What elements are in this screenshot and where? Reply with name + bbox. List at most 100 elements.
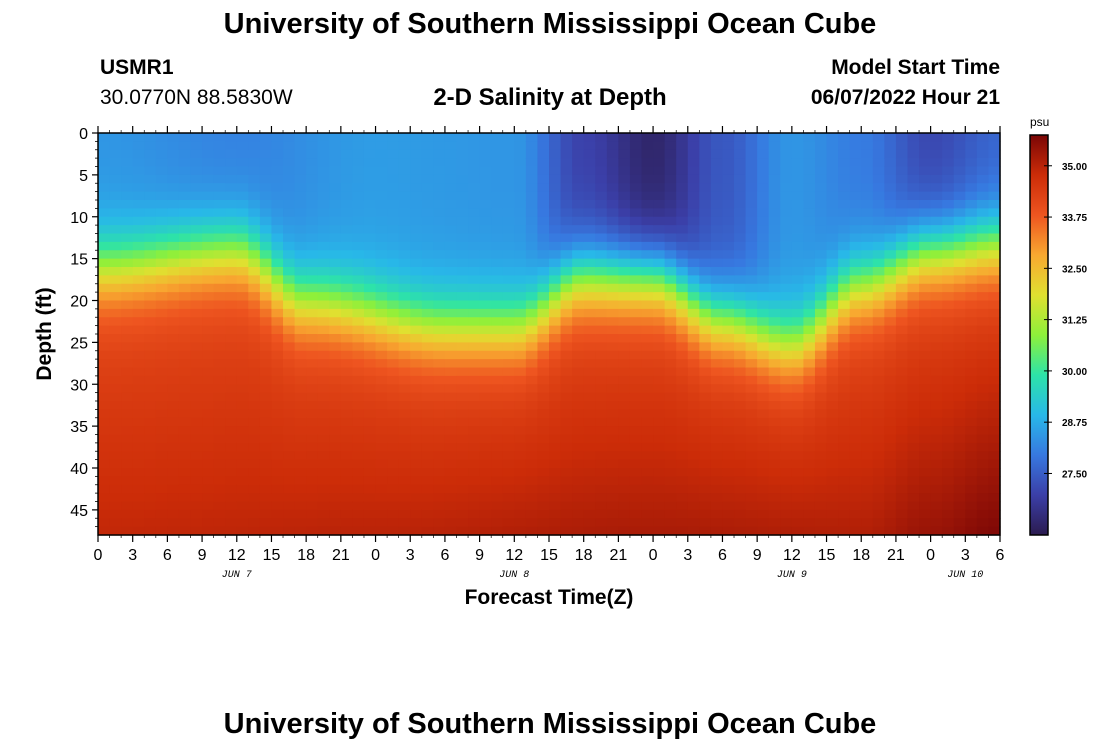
heatmap-cell bbox=[849, 375, 862, 385]
heatmap-cell bbox=[502, 367, 515, 377]
heatmap-cell bbox=[907, 308, 920, 318]
heatmap-cell bbox=[849, 426, 862, 436]
heatmap-cell bbox=[976, 392, 990, 402]
heatmap-cell bbox=[907, 325, 920, 335]
heatmap-cell bbox=[213, 149, 226, 159]
heatmap-cell bbox=[375, 191, 388, 201]
heatmap-cell bbox=[618, 342, 631, 352]
heatmap-cell bbox=[907, 409, 920, 419]
heatmap-cell bbox=[768, 308, 781, 318]
heatmap-cell bbox=[849, 133, 862, 142]
heatmap-cell bbox=[606, 375, 619, 385]
heatmap-cell bbox=[838, 342, 851, 352]
heatmap-cell bbox=[144, 241, 157, 251]
heatmap-cell bbox=[144, 526, 157, 536]
heatmap-cell bbox=[583, 267, 596, 276]
heatmap-cell bbox=[155, 334, 168, 343]
heatmap-cell bbox=[236, 241, 249, 251]
heatmap-cell bbox=[468, 401, 481, 410]
heatmap-cell bbox=[976, 141, 990, 151]
heatmap-cell bbox=[363, 409, 377, 419]
heatmap-cell bbox=[895, 241, 909, 251]
heatmap-cell bbox=[537, 350, 550, 360]
heatmap-cell bbox=[641, 384, 654, 394]
heatmap-cell bbox=[236, 384, 249, 394]
heatmap-cell bbox=[676, 392, 689, 402]
heatmap-cell bbox=[629, 484, 643, 494]
heatmap-cell bbox=[849, 384, 862, 394]
heatmap-cell bbox=[155, 317, 168, 327]
heatmap-cell bbox=[687, 308, 700, 318]
heatmap-cell bbox=[225, 493, 238, 503]
heatmap-cell bbox=[884, 392, 897, 402]
heatmap-cell bbox=[560, 208, 573, 218]
heatmap-cell bbox=[988, 233, 1001, 243]
heatmap-cell bbox=[895, 208, 909, 218]
heatmap-cell bbox=[202, 141, 215, 151]
heatmap-cell bbox=[653, 518, 666, 528]
heatmap-cell bbox=[907, 317, 920, 327]
heatmap-cell bbox=[826, 174, 839, 184]
heatmap-cell bbox=[121, 434, 134, 444]
heatmap-cell bbox=[283, 509, 296, 519]
heatmap-cell bbox=[791, 451, 805, 461]
heatmap-cell bbox=[606, 174, 619, 184]
heatmap-cell bbox=[167, 442, 180, 452]
heatmap-cell bbox=[468, 375, 481, 385]
heatmap-cell bbox=[676, 417, 689, 427]
heatmap-cell bbox=[734, 250, 747, 260]
heatmap-cell bbox=[618, 459, 631, 469]
heatmap-cell bbox=[965, 375, 978, 385]
heatmap-cell bbox=[387, 267, 400, 276]
heatmap-cell bbox=[387, 174, 400, 184]
heatmap-cell bbox=[121, 384, 134, 394]
heatmap-cell bbox=[456, 359, 469, 369]
heatmap-cell bbox=[190, 233, 203, 243]
heatmap-cell bbox=[745, 200, 758, 209]
heatmap-cell bbox=[398, 200, 411, 209]
heatmap-cell bbox=[213, 258, 226, 268]
heatmap-cell bbox=[895, 409, 909, 419]
heatmap-cell bbox=[734, 325, 747, 335]
heatmap-cell bbox=[178, 325, 192, 335]
heatmap-cell bbox=[317, 526, 330, 536]
heatmap-cell bbox=[248, 442, 261, 452]
heatmap-cell bbox=[121, 375, 134, 385]
heatmap-cell bbox=[363, 267, 377, 276]
heatmap-cell bbox=[514, 158, 527, 168]
heatmap-cell bbox=[976, 250, 990, 260]
heatmap-cell bbox=[583, 451, 596, 461]
y-tick-label: 20 bbox=[70, 294, 88, 311]
heatmap-cell bbox=[340, 501, 354, 511]
heatmap-cell bbox=[178, 417, 192, 427]
heatmap-cell bbox=[722, 501, 735, 511]
heatmap-cell bbox=[514, 174, 527, 184]
heatmap-cell bbox=[803, 308, 816, 318]
heatmap-cell bbox=[491, 292, 504, 302]
heatmap-cell bbox=[502, 200, 515, 209]
heatmap-cell bbox=[225, 392, 238, 402]
heatmap-cell bbox=[444, 317, 458, 327]
heatmap-cell bbox=[861, 225, 874, 235]
heatmap-cell bbox=[757, 468, 770, 477]
heatmap-cell bbox=[317, 233, 330, 243]
heatmap-cell bbox=[745, 384, 758, 394]
heatmap-cell bbox=[687, 216, 700, 226]
heatmap-cell bbox=[988, 200, 1001, 209]
heatmap-cell bbox=[491, 409, 504, 419]
heatmap-cell bbox=[687, 350, 700, 360]
heatmap-cell bbox=[363, 141, 377, 151]
heatmap-cell bbox=[329, 342, 342, 352]
heatmap-cell bbox=[410, 359, 423, 369]
heatmap-cell bbox=[363, 350, 377, 360]
heatmap-cell bbox=[699, 501, 712, 511]
heatmap-cell bbox=[583, 426, 596, 436]
heatmap-cell bbox=[791, 308, 805, 318]
heatmap-cell bbox=[606, 141, 619, 151]
heatmap-cell bbox=[745, 417, 758, 427]
heatmap-cell bbox=[583, 250, 596, 260]
heatmap-cell bbox=[259, 133, 273, 142]
heatmap-cell bbox=[525, 325, 539, 335]
heatmap-cell bbox=[271, 166, 284, 176]
heatmap-cell bbox=[363, 241, 377, 251]
